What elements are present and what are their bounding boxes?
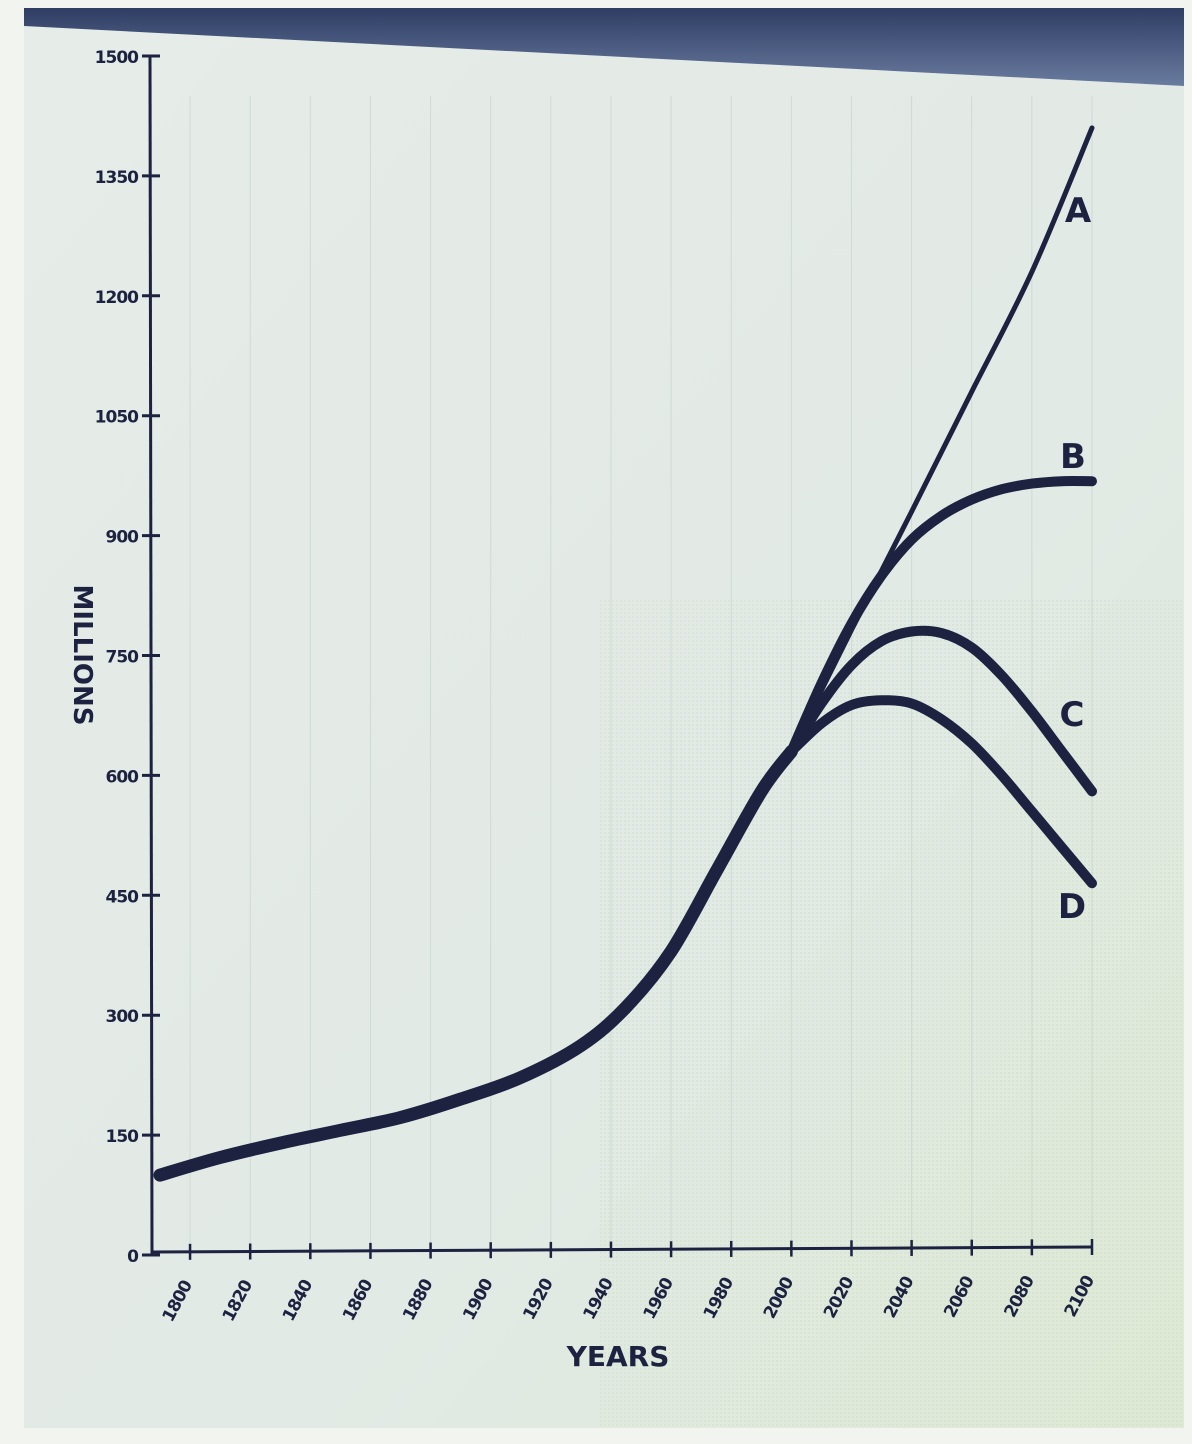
y-tick-label-750: 750 [106,648,140,668]
monitor-bezel [24,8,1184,86]
screen-moire [600,600,1184,1428]
label-layer: A B C D [1058,191,1092,927]
series-label-b: B [1060,437,1086,477]
y-tick-label-600: 600 [106,767,140,787]
y-tick-label-1350: 1350 [95,168,139,188]
series-line-c [786,625,1097,797]
y-tick-label-0: 0 [127,1247,139,1267]
series-label-c: C [1060,695,1085,735]
series-label-a: A [1065,191,1092,231]
series-layer [153,125,1097,1182]
x-axis-line [151,1245,1093,1254]
y-tick-label-1050: 1050 [95,408,139,428]
series-line-b [786,476,1097,757]
y-axis-title: MILLIONS [67,585,97,726]
y-tick-label-1200: 1200 [95,288,139,308]
y-tick-label-300: 300 [106,1007,140,1027]
x-axis-title: YEARS [566,1340,670,1373]
series-line-d [786,695,1097,889]
y-tick-label-1500: 1500 [95,48,139,68]
y-tick-label-900: 900 [106,528,140,548]
y-tick-label-150: 150 [106,1127,140,1147]
grid-layer [189,96,1093,1255]
series-label-d: D [1058,887,1086,927]
y-tick-label-450: 450 [106,887,140,907]
series-line-historical [153,744,798,1182]
